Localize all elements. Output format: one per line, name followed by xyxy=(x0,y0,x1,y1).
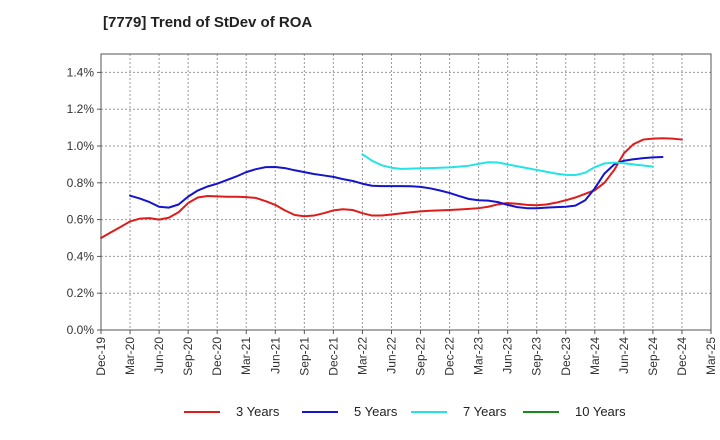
x-tick-label: Dec-24 xyxy=(675,337,689,376)
x-tick-label: Sep-24 xyxy=(646,337,660,376)
x-tick-label: Jun-21 xyxy=(268,337,282,374)
legend-item-7-years: 7 Years xyxy=(411,404,506,419)
legend-label: 5 Years xyxy=(354,404,398,419)
chart-title: [7779] Trend of StDev of ROA xyxy=(103,14,313,31)
x-tick-label: Sep-22 xyxy=(414,337,428,376)
legend-swatch xyxy=(411,410,447,413)
x-tick-label: Dec-20 xyxy=(210,337,224,376)
y-axis-ticks: 0.0% 0.2% 0.4% 0.6% 0.8% 1.0% 1.2% 1.4% xyxy=(67,65,101,337)
x-tick-label: Jun-20 xyxy=(152,337,166,374)
y-tick-label: 1.2% xyxy=(67,102,95,116)
y-tick-label: 0.0% xyxy=(67,323,95,337)
x-tick-label: Sep-23 xyxy=(530,337,544,376)
plot-frame xyxy=(100,53,712,331)
grid-lines xyxy=(101,54,711,330)
y-tick-label: 0.8% xyxy=(67,176,95,190)
y-tick-label: 1.4% xyxy=(67,65,95,79)
legend-swatch xyxy=(523,410,559,413)
x-tick-label: Mar-24 xyxy=(588,337,602,375)
y-tick-label: 0.2% xyxy=(67,286,95,300)
x-tick-label: Jun-24 xyxy=(617,337,631,374)
x-tick-label: Mar-25 xyxy=(704,337,718,375)
x-tick-label: Mar-23 xyxy=(472,337,486,375)
legend-swatch xyxy=(184,410,220,413)
x-tick-label: Dec-19 xyxy=(94,337,108,376)
x-tick-label: Jun-22 xyxy=(384,337,398,374)
x-tick-label: Dec-22 xyxy=(443,337,457,376)
x-tick-label: Dec-21 xyxy=(326,337,340,376)
legend-item-3-years: 3 Years xyxy=(184,404,279,419)
legend-swatch xyxy=(302,410,338,413)
y-tick-label: 1.0% xyxy=(67,139,95,153)
y-tick-label: 0.6% xyxy=(67,213,95,227)
legend-label: 10 Years xyxy=(575,404,626,419)
x-tick-label: Sep-20 xyxy=(181,337,195,376)
series-line-7-years xyxy=(361,153,654,177)
legend-item-5-years: 5 Years xyxy=(302,404,397,419)
x-axis-ticks: Dec-19 Mar-20 Jun-20 Sep-20 Dec-20 Mar-21 Jun-… xyxy=(94,330,718,376)
series-line-3-years xyxy=(100,137,683,239)
x-tick-label: Sep-21 xyxy=(297,337,311,376)
x-tick-label: Dec-23 xyxy=(559,337,573,376)
legend-label: 3 Years xyxy=(236,404,280,419)
x-tick-label: Mar-20 xyxy=(123,337,137,375)
x-tick-label: Jun-23 xyxy=(501,337,515,374)
legend-label: 7 Years xyxy=(463,404,507,419)
y-tick-label: 0.4% xyxy=(67,249,95,263)
legend: 3 Years 5 Years 7 Years 10 Years xyxy=(0,404,720,426)
x-tick-label: Mar-21 xyxy=(239,337,253,375)
x-tick-label: Mar-22 xyxy=(355,337,369,375)
series-line-5-years xyxy=(129,156,664,210)
series-lines xyxy=(100,137,683,239)
legend-item-10-years: 10 Years xyxy=(523,404,626,419)
